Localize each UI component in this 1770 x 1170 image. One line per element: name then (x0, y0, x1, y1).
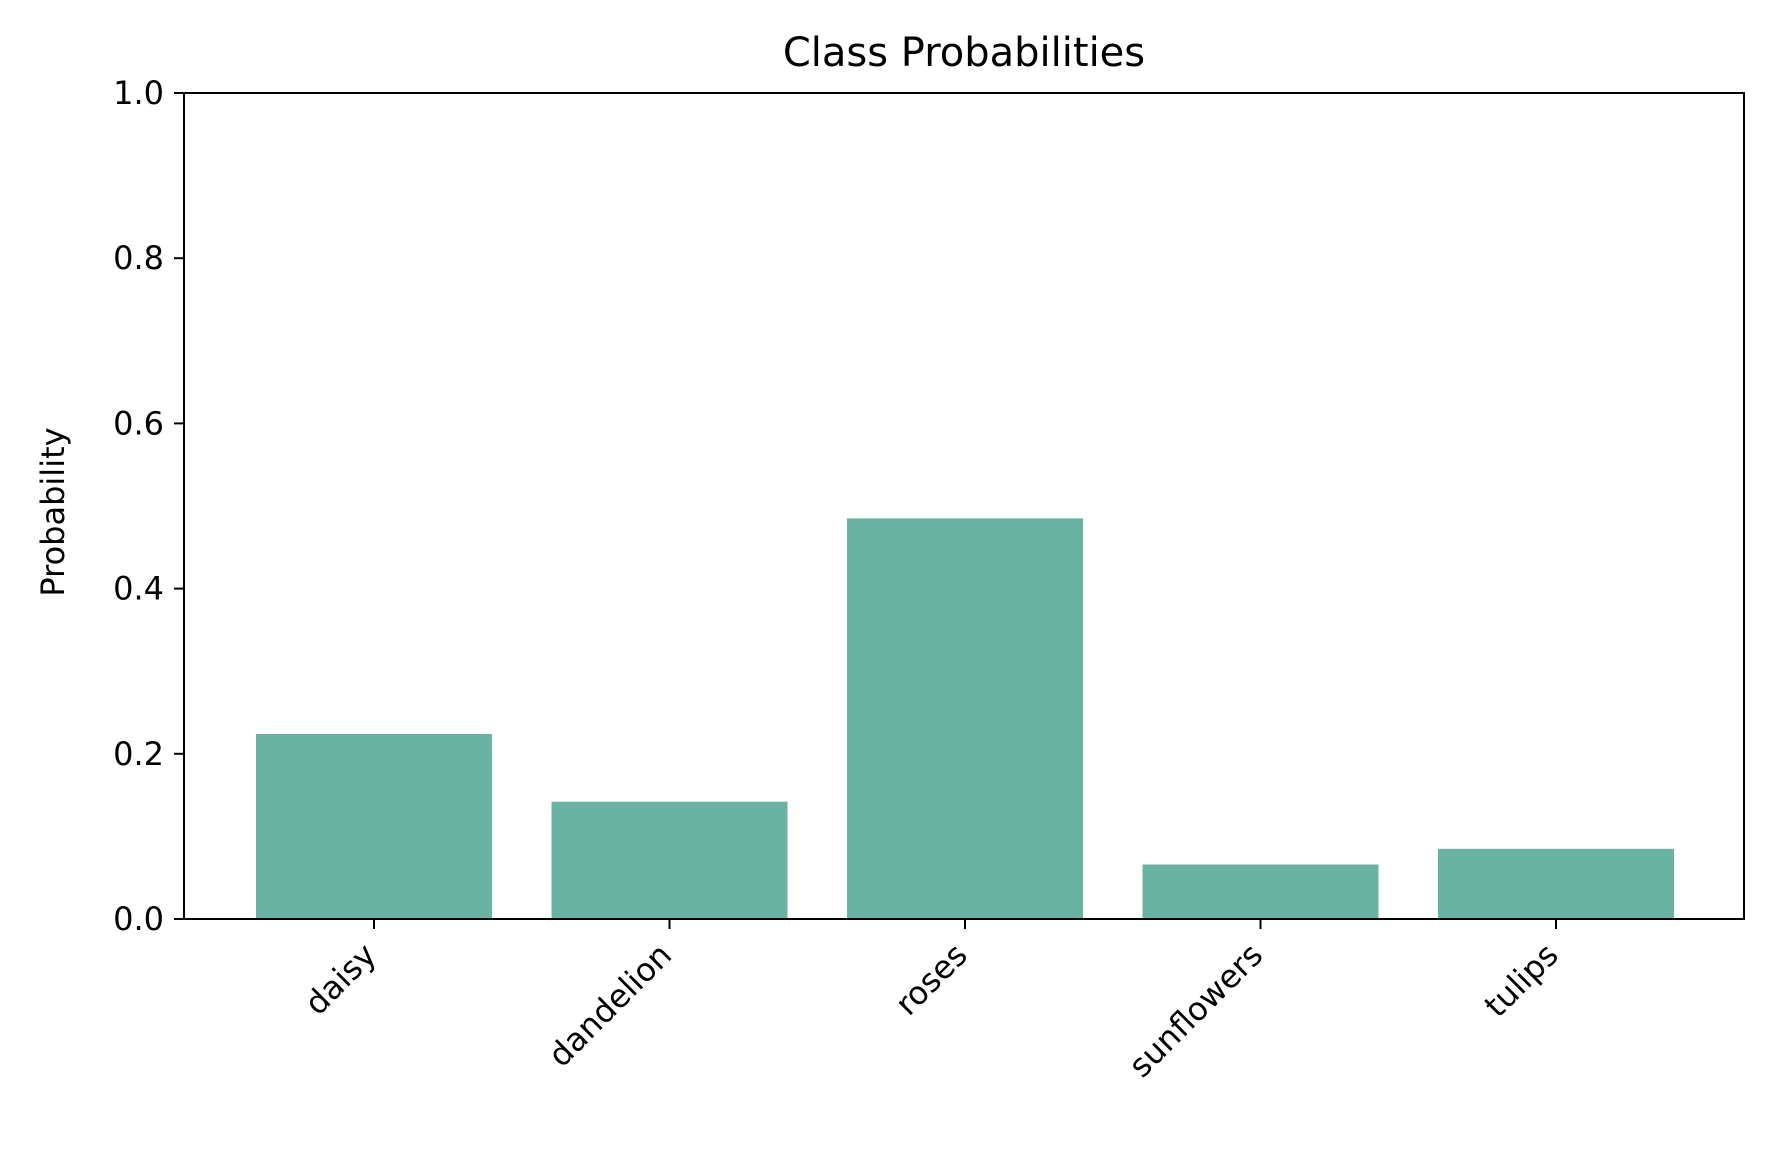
x-tick-label-roses: roses (888, 936, 975, 1023)
y-tick-label: 0.0 (113, 900, 164, 938)
x-tick-label-daisy: daisy (297, 936, 384, 1023)
bar-daisy (256, 734, 492, 919)
bar-tulips (1438, 848, 1674, 919)
bar-dandelion (551, 801, 788, 919)
x-tick-label-dandelion: dandelion (541, 936, 679, 1074)
y-tick-label: 1.0 (113, 74, 164, 112)
y-axis-label: Probability (34, 427, 72, 596)
x-tick-label-tulips: tulips (1477, 936, 1566, 1025)
x-tick-label-sunflowers: sunflowers (1121, 936, 1270, 1085)
chart-title: Class Probabilities (783, 30, 1145, 76)
y-tick-label: 0.8 (113, 239, 164, 277)
y-tick-label: 0.6 (113, 404, 164, 442)
bar-roses (847, 518, 1083, 919)
plot-frame (183, 92, 1745, 920)
y-axis-ticks: 0.0 0.2 0.4 0.6 0.8 1.0 (113, 74, 184, 938)
y-tick-label: 0.4 (113, 570, 164, 608)
y-tick-label: 0.2 (113, 735, 164, 773)
bars-layer (256, 518, 1674, 919)
x-axis-ticks: daisy dandelion roses sunflowers tulips (297, 919, 1566, 1085)
bar-sunflowers (1142, 864, 1379, 919)
